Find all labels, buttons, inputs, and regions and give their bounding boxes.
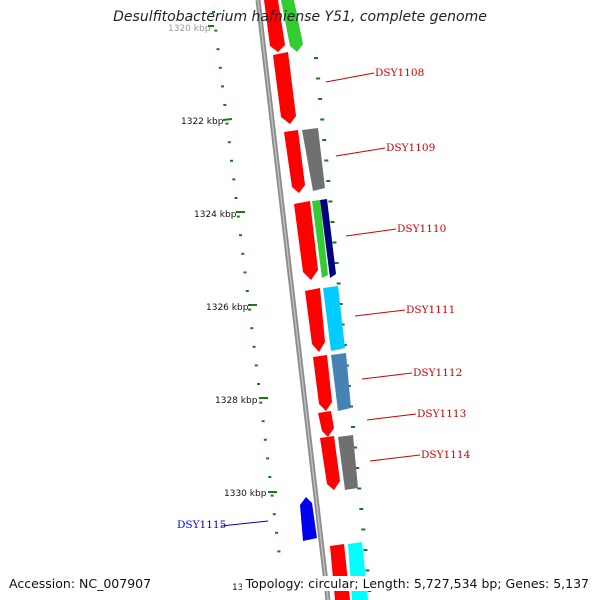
feature-track [264, 0, 368, 600]
cds-red-bottom [330, 544, 350, 600]
sequence-backbone [255, 0, 331, 600]
gene-label-dsy1114[interactable]: DSY1114 [421, 449, 471, 461]
cds-dsy1109 [284, 130, 305, 193]
gene-label-dsy1109[interactable]: DSY1109 [386, 142, 435, 154]
ruler-label-1326: 1326 kbp [206, 303, 249, 313]
cog-navy-dsy1110 [320, 199, 336, 278]
genome-title: Desulfitobacterium hafniense Y51, comple… [113, 9, 487, 25]
cog-dsy1112 [331, 353, 351, 411]
gene-label-dsy1112[interactable]: DSY1112 [413, 367, 462, 379]
gene-label-dsy1110[interactable]: DSY1110 [397, 223, 446, 235]
gene-label-dsy1115[interactable]: DSY1115 [177, 519, 226, 531]
gene-label-dsy1111[interactable]: DSY1111 [406, 304, 455, 316]
cds-dsy1112 [313, 355, 332, 411]
cog-green-dsy1110 [312, 200, 328, 278]
gene-label-lines [220, 72, 421, 527]
cds-dsy1111 [305, 288, 325, 352]
cog-dsy1109 [302, 128, 325, 191]
gene-label-dsy1108[interactable]: DSY1108 [375, 67, 424, 79]
ruler-label-1322: 1322 kbp [181, 117, 224, 127]
cog-dsy1111 [323, 286, 345, 351]
cds-dsy1114 [320, 436, 340, 490]
gene-label-dsy1113[interactable]: DSY1113 [417, 408, 466, 420]
cds-dsy1115 [300, 497, 317, 541]
accession-text: Accession: NC_007907 [9, 576, 156, 591]
cog-green-top [281, 0, 303, 52]
ruler-labels: 1320 kbp 1322 kbp 1324 kbp 1326 kbp 1328… [168, 24, 277, 593]
cds-red-top [264, 0, 285, 52]
cds-dsy1108 [273, 52, 296, 124]
gc-tick-track [212, 11, 372, 592]
cog-dsy1114 [338, 435, 358, 490]
ruler-label-1330: 1330 kbp [224, 489, 267, 499]
cds-dsy1110 [294, 201, 318, 280]
genome-stats-text: Topology: circular; Length: 5,727,534 bp… [241, 576, 589, 591]
cds-dsy1113 [318, 411, 334, 437]
ruler-label-1320: 1320 kbp [168, 24, 211, 34]
ruler-label-1324: 1324 kbp [194, 210, 237, 220]
ruler-label-1328: 1328 kbp [215, 396, 258, 406]
gene-labels: DSY1108 DSY1109 DSY1110 DSY1111 DSY1112 … [177, 67, 471, 531]
